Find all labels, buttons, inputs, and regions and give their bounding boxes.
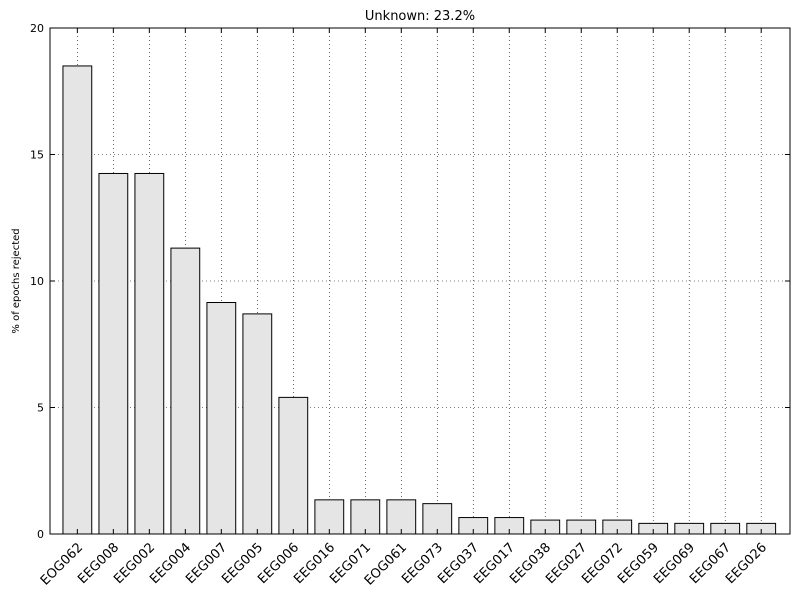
bar-eeg071 xyxy=(350,499,381,535)
y-tick-label: 5 xyxy=(37,402,44,415)
y-tick-label: 15 xyxy=(30,149,44,162)
y-tick-label: 10 xyxy=(30,275,44,288)
bar-eeg007 xyxy=(206,302,237,535)
y-tick-label: 0 xyxy=(37,528,44,541)
grid xyxy=(50,28,790,534)
y-axis-ticks: 0 5 10 15 20 xyxy=(30,22,790,541)
bar-eeg016 xyxy=(314,499,345,535)
chart-title: Unknown: 23.2% xyxy=(365,9,475,24)
bar-eeg008 xyxy=(98,172,129,535)
bar-eeg073 xyxy=(422,503,453,535)
y-axis-label: % of epochs rejected xyxy=(11,228,22,333)
bar-eeg002 xyxy=(134,172,165,535)
bar-eeg006 xyxy=(278,396,309,535)
bar-eeg005 xyxy=(242,313,273,535)
bar-eog062 xyxy=(62,65,93,535)
bars xyxy=(62,65,777,535)
y-tick-label: 20 xyxy=(30,22,44,35)
bar-eeg004 xyxy=(170,247,201,535)
bar-eog061 xyxy=(386,499,417,535)
